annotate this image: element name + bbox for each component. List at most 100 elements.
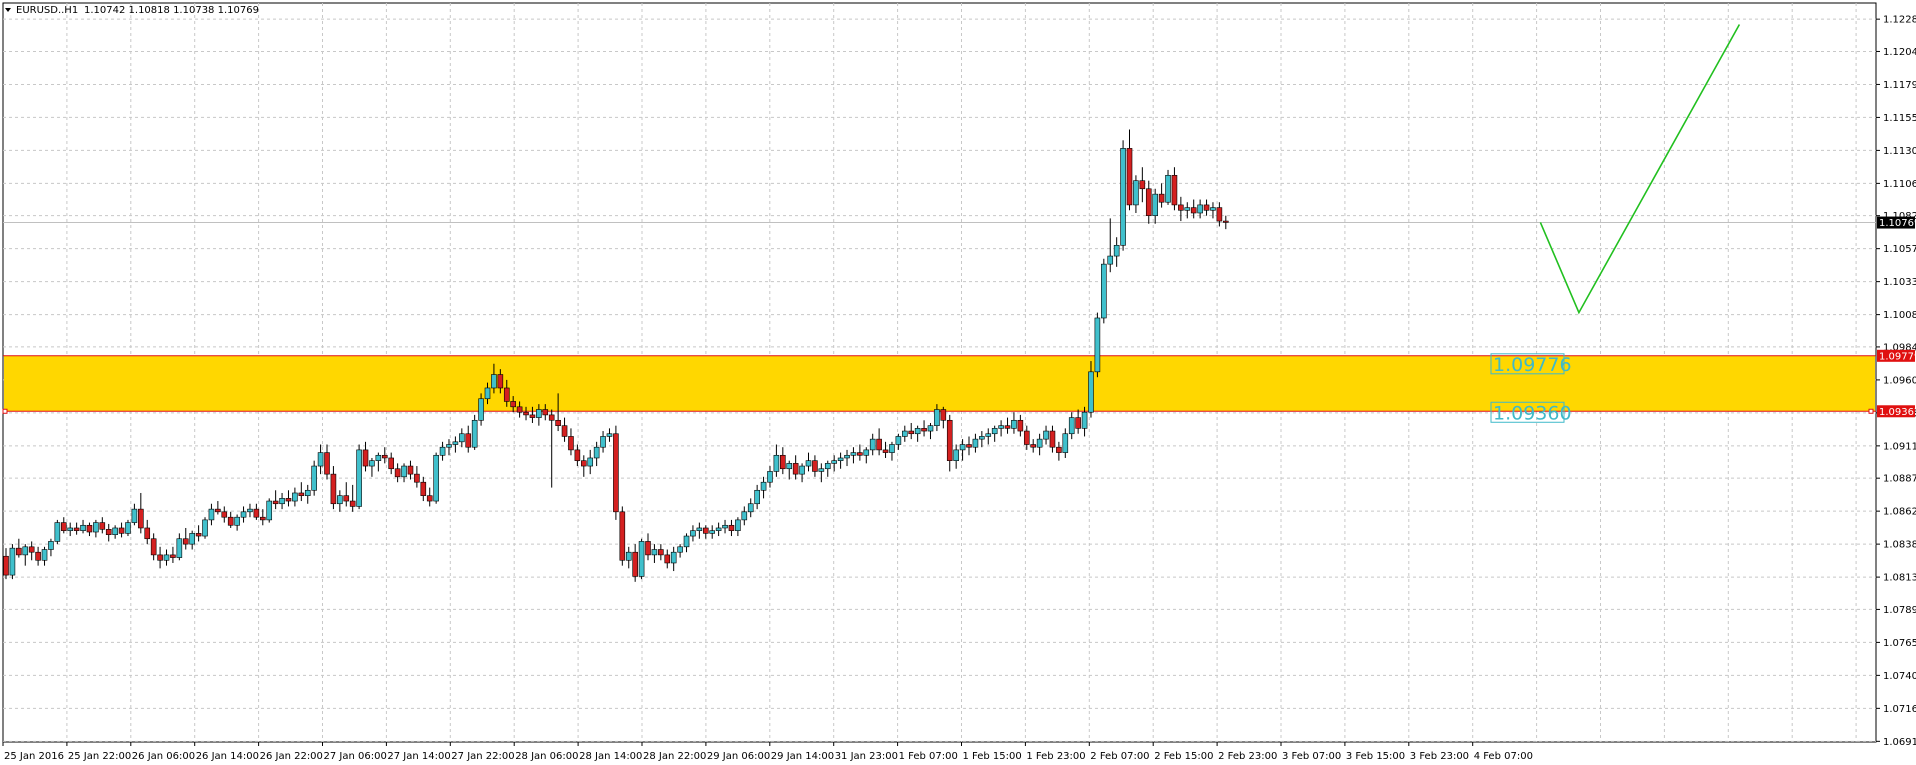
candle xyxy=(465,425,472,453)
candle-body-bull xyxy=(208,508,215,521)
candle xyxy=(420,476,427,502)
candle xyxy=(215,501,221,515)
candle xyxy=(587,449,594,475)
candle xyxy=(895,433,902,450)
candle-body-bear xyxy=(1223,220,1229,223)
candle-body-bear xyxy=(1171,174,1178,206)
candle-body-bull xyxy=(240,511,247,518)
candle xyxy=(99,517,106,534)
y-tick-label: 1.11305 xyxy=(1883,146,1916,157)
candle xyxy=(715,522,722,537)
candle-body-bull xyxy=(247,508,253,513)
candle xyxy=(696,522,703,539)
candle xyxy=(182,527,189,550)
candle-body-bear xyxy=(529,414,536,418)
candle-body-bull xyxy=(125,522,131,534)
candle xyxy=(754,484,760,510)
zone-top-text-box xyxy=(1490,353,1565,375)
candle xyxy=(330,466,337,510)
x-tick-label: 28 Jan 22:00 xyxy=(643,751,706,762)
candle xyxy=(105,523,112,542)
candle xyxy=(529,406,536,423)
candle xyxy=(747,498,754,518)
candle xyxy=(247,503,253,518)
x-tick-label: 1 Feb 07:00 xyxy=(899,751,958,762)
candle-body-bull xyxy=(998,425,1004,429)
candle-body-bear xyxy=(561,425,568,437)
dropdown-triangle-icon[interactable] xyxy=(5,8,11,12)
candle-body-bear xyxy=(298,492,305,496)
candle xyxy=(1068,412,1075,440)
candle xyxy=(658,544,664,561)
candle-body-bear xyxy=(420,481,427,496)
candle-body-bear xyxy=(343,495,350,502)
candle xyxy=(497,369,504,394)
candle xyxy=(73,522,80,535)
candle xyxy=(735,517,741,537)
candle xyxy=(1203,199,1210,216)
candle xyxy=(234,514,240,531)
candle-body-bear xyxy=(908,430,915,435)
candle-body-bull xyxy=(401,465,407,478)
candle xyxy=(946,414,953,472)
x-tick-label: 26 Jan 14:00 xyxy=(196,751,259,762)
candle xyxy=(1184,202,1191,219)
candle xyxy=(702,525,709,539)
candle-body-bear xyxy=(503,387,510,402)
candle-body-bull xyxy=(189,533,195,545)
price-axis[interactable]: 1.12280 1.12040 1.11795 1.11550 1.11305 1.110… xyxy=(1876,15,1916,748)
zone-anchor-left xyxy=(2,408,8,414)
candle xyxy=(60,517,67,534)
y-tick-label: 1.08135 xyxy=(1883,573,1916,584)
candle-body-bull xyxy=(754,489,760,505)
candle xyxy=(812,455,818,477)
candle xyxy=(690,525,696,542)
candle-body-bull xyxy=(1036,438,1043,448)
candle-body-bear xyxy=(105,529,112,536)
candle xyxy=(298,482,305,502)
candle-body-bull xyxy=(459,433,465,443)
chart-header[interactable]: EURUSD..H1 1.10742 1.10818 1.10738 1.107… xyxy=(5,5,259,16)
y-tick-label: 1.09845 xyxy=(1883,342,1916,353)
x-tick-label: 31 Jan 23:00 xyxy=(835,751,898,762)
candle-body-bull xyxy=(638,541,645,577)
candle-body-bear xyxy=(253,508,260,518)
candle-body-bear xyxy=(510,401,516,408)
candle xyxy=(202,517,208,539)
candle-body-bull xyxy=(972,438,979,448)
candle xyxy=(54,519,61,545)
time-axis[interactable]: 25 Jan 2016 25 Jan 22:00 26 Jan 06:00 26 Ja… xyxy=(2,742,1533,762)
candle-body-bear xyxy=(1023,430,1030,445)
candle xyxy=(767,466,773,488)
zone-top-text: 1.09776 xyxy=(1493,354,1572,376)
candle xyxy=(728,519,735,537)
candle xyxy=(1152,188,1158,224)
candle xyxy=(844,449,850,467)
candle xyxy=(16,538,22,558)
y-tick-label: 1.08625 xyxy=(1883,507,1916,518)
candle xyxy=(857,444,863,461)
candle-body-bear xyxy=(966,444,972,448)
candle-body-bear xyxy=(381,454,388,459)
candle-body-bull xyxy=(824,463,831,470)
candle xyxy=(824,460,831,477)
candle-body-bear xyxy=(388,457,395,470)
candle xyxy=(780,447,786,475)
candle-body-bull xyxy=(741,511,748,521)
candle xyxy=(28,541,35,561)
y-tick-label: 1.07650 xyxy=(1883,638,1916,649)
candle xyxy=(414,466,420,488)
x-tick-label: 27 Jan 06:00 xyxy=(324,751,387,762)
x-tick-label: 2 Feb 07:00 xyxy=(1090,751,1149,762)
candle xyxy=(805,452,812,472)
candle-body-bull xyxy=(202,519,208,537)
candle-body-bear xyxy=(1158,193,1165,203)
candle-body-bear xyxy=(227,516,234,526)
candle xyxy=(625,546,632,569)
candle xyxy=(574,444,581,467)
candle-body-bear xyxy=(259,516,266,521)
candle xyxy=(561,417,568,442)
candle xyxy=(401,463,407,483)
y-tick-label: 1.11060 xyxy=(1883,179,1916,190)
